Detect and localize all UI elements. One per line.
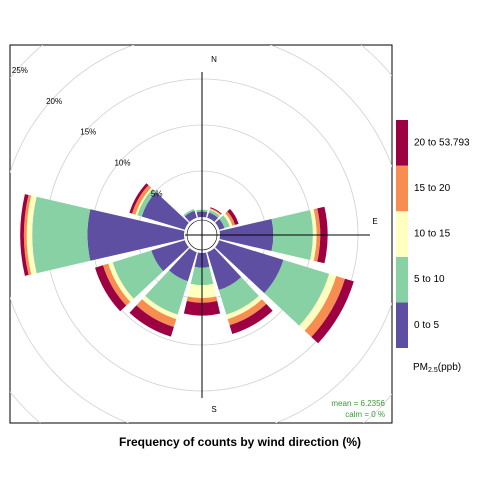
wind-segment	[20, 194, 29, 276]
wind-segment	[137, 188, 156, 217]
legend-label: 0 to 5	[414, 320, 439, 331]
wind-segment	[23, 194, 32, 276]
wind-segment	[169, 248, 197, 282]
wind-segment	[183, 208, 195, 217]
wind-segment	[141, 191, 189, 230]
wind-segment	[304, 276, 346, 337]
legend-swatch	[396, 211, 408, 257]
wind-segment	[209, 208, 222, 216]
r-tick-label: 15%	[80, 128, 96, 137]
legend-swatch	[396, 165, 408, 212]
wind-segment	[299, 273, 337, 331]
mean-label: mean = 6.2356	[331, 399, 385, 408]
wind-segment	[112, 250, 164, 299]
wind-segment	[131, 185, 152, 215]
wind-segment	[223, 213, 233, 227]
legend-title: PM2.5(ppb)	[413, 362, 461, 374]
wind-segment	[184, 210, 197, 222]
wind-segment	[207, 212, 219, 222]
r-tick-label: 10%	[114, 159, 130, 168]
wind-segment	[225, 211, 236, 226]
r-tick-label: 20%	[46, 97, 62, 106]
wind-segment	[227, 208, 239, 225]
wind-segment	[32, 196, 91, 274]
wind-segment	[210, 207, 222, 215]
wind-segment	[208, 209, 220, 218]
wind-segment	[135, 187, 153, 216]
wind-segment	[209, 208, 221, 216]
wind-segment	[129, 183, 149, 214]
wind-segment	[136, 299, 177, 327]
r-tick-label: 5%	[151, 189, 163, 198]
wind-segment	[207, 248, 242, 291]
compass-n: N	[211, 55, 217, 64]
legend-title-main: PM	[413, 362, 428, 373]
bars-group	[20, 183, 354, 344]
wind-segment	[108, 262, 134, 302]
wind-segment	[215, 240, 284, 294]
legend-title-sub: 2.5	[428, 367, 438, 374]
wind-segment	[142, 295, 178, 320]
wind-segment	[26, 195, 37, 275]
chart-title: Frequency of counts by wind direction (%…	[119, 435, 361, 449]
calm-ring	[186, 219, 218, 251]
legend-title-unit: (ppb)	[438, 362, 461, 373]
wind-segment	[218, 277, 259, 315]
legend-swatch	[396, 120, 408, 166]
compass-e: E	[372, 217, 377, 226]
wind-segment	[227, 299, 267, 326]
legend-swatch	[396, 256, 408, 303]
wind-segment	[145, 270, 188, 315]
legend-swatch	[396, 302, 408, 348]
legend-label: 5 to 10	[414, 274, 445, 285]
wind-segment	[102, 263, 131, 306]
calm-label: calm = 0 %	[345, 410, 385, 419]
wind-segment	[95, 265, 127, 312]
wind-segment	[87, 209, 185, 261]
wind-segment	[311, 278, 354, 344]
wind-segment	[264, 259, 330, 326]
legend-label: 10 to 15	[414, 229, 451, 240]
wind-segment	[219, 215, 230, 229]
foreground: 5% 10% 15% 20% 25%	[12, 66, 370, 398]
wind-segment	[151, 240, 189, 272]
wind-segment	[226, 295, 262, 320]
wind-segment	[229, 304, 273, 335]
legend-label: 15 to 20	[414, 183, 451, 194]
legend-label: 20 to 53.793	[414, 137, 470, 148]
r-tick-label: 25%	[12, 66, 28, 75]
wind-segment	[129, 305, 174, 337]
compass-s: S	[211, 405, 216, 414]
wind-segment	[215, 218, 225, 230]
